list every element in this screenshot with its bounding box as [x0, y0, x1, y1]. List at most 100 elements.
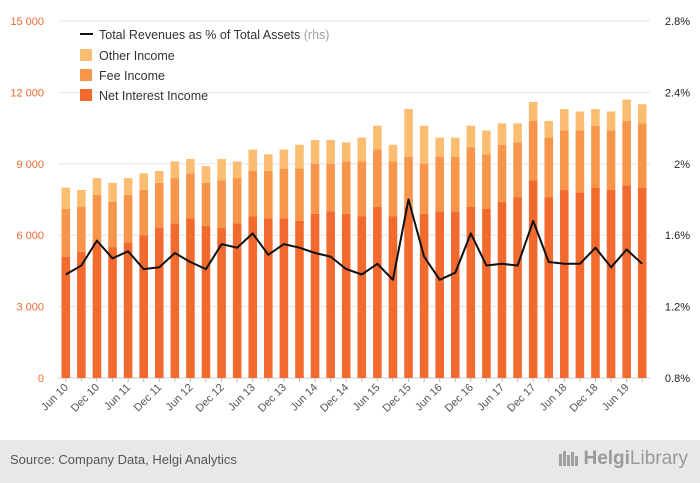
bar-other-income-32: [560, 109, 569, 131]
y-right-tick-label-3: 2%: [674, 159, 690, 171]
bar-other-income-33: [575, 111, 585, 131]
bar-fee-income-30: [528, 120, 538, 181]
x-tick-label-4: Jun 12: [164, 382, 196, 414]
legend-line-label: Total Revenues as % of Total Assets (rhs…: [99, 28, 329, 42]
bar-fee-income-10: [217, 180, 226, 229]
bar-fee-income-1: [77, 206, 86, 252]
bar-fee-income-31: [544, 137, 554, 198]
bar-other-income-37: [637, 104, 647, 124]
bar-net-interest-income-15: [295, 220, 304, 378]
line-layer: [65, 198, 643, 281]
bar-other-income-23: [419, 125, 429, 164]
bar-other-income-28: [497, 123, 507, 145]
bar-fee-income-7: [170, 178, 180, 224]
bar-net-interest-income-20: [373, 206, 382, 378]
bar-fee-income-20: [373, 149, 382, 207]
y-left-tick-label-0: 0: [38, 373, 44, 385]
bar-net-interest-income-17: [326, 211, 335, 378]
bar-net-interest-income-12: [248, 216, 258, 378]
x-tick-label-5: Dec 12: [194, 382, 227, 415]
legend-label-other: Other Income: [99, 49, 175, 63]
bar-other-income-16: [310, 140, 320, 164]
x-tick-label-15: Dec 17: [505, 382, 538, 415]
bar-net-interest-income-8: [186, 218, 195, 378]
x-tick-label-7: Dec 13: [256, 382, 289, 415]
bar-fee-income-4: [123, 194, 133, 243]
bar-fee-income-24: [435, 156, 444, 212]
bar-net-interest-income-35: [606, 189, 616, 378]
x-tick-label-16: Jun 18: [538, 382, 570, 414]
bar-net-interest-income-22: [404, 206, 413, 378]
bar-net-interest-income-36: [622, 185, 631, 378]
bar-net-interest-income-30: [528, 180, 538, 378]
legend-label-net-interest: Net Interest Income: [99, 89, 208, 103]
bar-net-interest-income-10: [217, 228, 226, 378]
bar-other-income-20: [373, 125, 382, 150]
bar-other-income-21: [388, 144, 398, 162]
legend-swatch-other: [80, 49, 92, 61]
bar-other-income-10: [217, 159, 226, 181]
bar-fee-income-25: [450, 156, 460, 212]
bar-other-income-4: [123, 178, 133, 195]
bar-fee-income-2: [92, 194, 102, 243]
bar-net-interest-income-1: [77, 251, 86, 378]
bar-other-income-12: [248, 149, 258, 171]
footer-bar: Source: Company Data, Helgi Analytics He…: [0, 440, 700, 483]
bar-fee-income-0: [61, 209, 71, 257]
bar-other-income-24: [435, 137, 444, 157]
bar-other-income-0: [61, 187, 71, 210]
bar-net-interest-income-4: [123, 242, 133, 378]
x-tick-label-18: Jun 19: [600, 382, 632, 414]
y-axis-left: 0 3 000 6 000 9 000 12 000 15 000: [10, 16, 44, 385]
bar-other-income-9: [201, 166, 211, 183]
bar-net-interest-income-19: [357, 216, 367, 378]
bar-net-interest-income-23: [419, 213, 429, 378]
x-tick-label-2: Jun 11: [102, 382, 133, 413]
bar-other-income-36: [622, 99, 631, 121]
bar-net-interest-income-18: [341, 213, 351, 378]
bar-net-interest-income-9: [201, 225, 211, 378]
x-tick-label-9: Dec 14: [318, 382, 351, 415]
bar-fee-income-29: [513, 142, 522, 198]
x-tick-label-6: Jun 13: [226, 382, 258, 414]
legend-swatch-net-interest: [80, 89, 92, 101]
x-tick-label-1: Dec 10: [69, 382, 102, 415]
bar-other-income-1: [77, 189, 86, 207]
bar-net-interest-income-37: [637, 187, 647, 378]
bar-other-income-30: [528, 101, 538, 121]
bar-fee-income-34: [591, 125, 600, 188]
bar-fee-income-22: [404, 156, 413, 207]
y-left-tick-label-4: 12 000: [10, 87, 44, 99]
bar-other-income-18: [341, 142, 351, 162]
bar-net-interest-income-33: [575, 192, 585, 378]
bar-other-income-13: [264, 154, 273, 171]
x-tick-label-0: Jun 10: [39, 382, 71, 414]
bar-net-interest-income-11: [232, 223, 242, 378]
y-right-tick-label-0: 0.8%: [665, 373, 690, 385]
bar-other-income-2: [92, 178, 102, 195]
helgi-library-logo[interactable]: HelgiLibrary: [558, 448, 688, 470]
bar-net-interest-income-7: [170, 223, 180, 378]
bar-net-interest-income-32: [560, 189, 569, 378]
bar-other-income-7: [170, 161, 180, 179]
bar-fee-income-6: [154, 182, 164, 229]
bar-other-income-26: [466, 125, 476, 148]
bar-fee-income-12: [248, 170, 258, 217]
legend-label-fee: Fee Income: [99, 69, 165, 83]
bar-other-income-11: [232, 161, 242, 179]
legend-rhs-suffix: (rhs): [304, 28, 330, 42]
bar-fee-income-21: [388, 161, 398, 217]
revenue-chart: 0 3 000 6 000 9 000 12 000 15 000 0.8% 1.2% 1.6…: [10, 16, 690, 415]
bar-net-interest-income-13: [264, 218, 273, 378]
bar-fee-income-37: [637, 123, 647, 188]
bar-fee-income-36: [622, 120, 631, 186]
bar-net-interest-income-14: [279, 218, 289, 378]
bar-net-interest-income-3: [108, 247, 117, 378]
bar-net-interest-income-25: [450, 211, 460, 378]
bar-fee-income-16: [310, 163, 320, 214]
bar-fee-income-9: [201, 182, 211, 226]
bar-fee-income-8: [186, 173, 195, 219]
bar-fee-income-33: [575, 130, 585, 193]
bar-other-income-27: [482, 130, 491, 155]
